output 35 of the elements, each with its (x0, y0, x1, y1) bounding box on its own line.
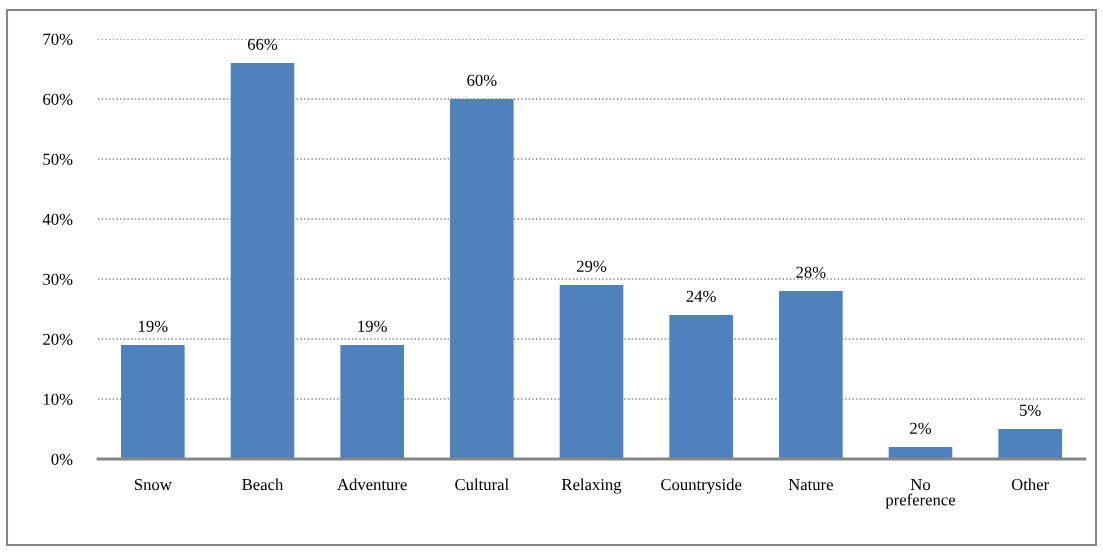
bar (559, 285, 624, 459)
data-label: 19% (358, 320, 387, 332)
data-label: 60% (467, 74, 497, 86)
bar (121, 345, 185, 459)
bar (450, 99, 514, 459)
data-label: 24% (686, 290, 716, 302)
bar (779, 291, 843, 459)
y-tick-label: 30% (43, 273, 73, 285)
data-label: 29% (576, 260, 607, 272)
data-label: 28% (796, 266, 826, 278)
y-tick-label: 70% (43, 33, 73, 45)
data-label: 2% (910, 422, 932, 434)
bar (998, 429, 1062, 459)
x-tick-label: Beach (242, 478, 284, 491)
x-tick-label: Relaxing (561, 478, 622, 494)
y-tick-label: 50% (43, 153, 73, 165)
bar (230, 63, 295, 459)
data-label: 19% (139, 320, 168, 332)
x-tick-label: No preference (885, 479, 956, 509)
bar (669, 315, 733, 459)
x-tick-label: Nature (788, 479, 833, 491)
x-tick-label: Snow (134, 478, 172, 491)
y-tick-label: 0% (51, 453, 73, 465)
y-tick-label: 40% (42, 213, 73, 225)
x-tick-label: Other (1011, 478, 1049, 491)
x-tick-label: Cultural (455, 478, 509, 491)
x-tick-label: Adventure (337, 478, 407, 491)
y-tick-label: 20% (43, 333, 73, 345)
x-tick-label: Countryside (661, 478, 742, 494)
data-label: 66% (247, 38, 278, 50)
y-tick-label: 60% (43, 93, 73, 105)
y-tick-label: 10% (43, 393, 73, 405)
data-label: 5% (1020, 404, 1041, 416)
bar (340, 345, 404, 459)
bar (888, 447, 953, 459)
